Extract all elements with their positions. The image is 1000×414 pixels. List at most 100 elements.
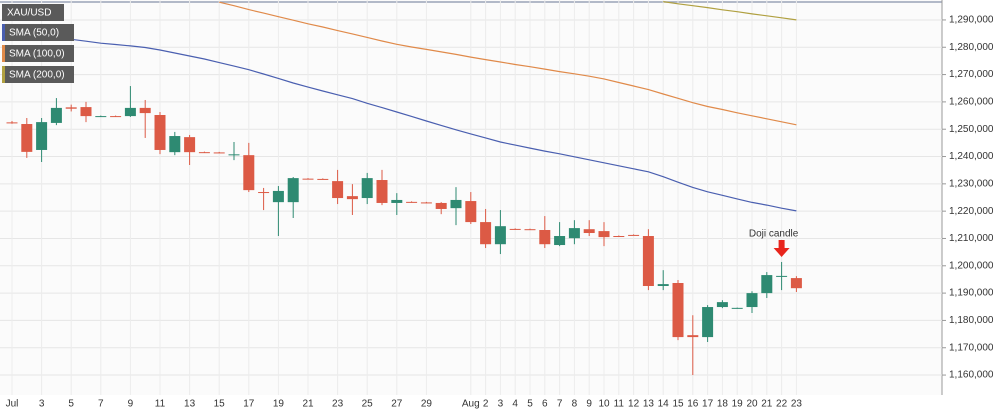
candle-body [6, 122, 18, 124]
candle-body [702, 307, 714, 338]
grid-layer [0, 0, 942, 395]
candle-body [376, 180, 388, 203]
candle-body [583, 229, 595, 234]
candle-body [36, 122, 48, 150]
candle-body [95, 116, 107, 118]
x-tick-label: 6 [542, 399, 548, 410]
x-tick-label: 22 [776, 399, 788, 410]
y-tick-label: 1,210,000 [949, 233, 994, 244]
candle-body [272, 190, 284, 203]
legend-box [2, 45, 74, 62]
candle-body [554, 236, 566, 246]
candle-body [524, 229, 536, 231]
legend-swatch [2, 66, 5, 83]
y-tick-label: 1,160,000 [949, 370, 994, 381]
x-tick-label: Jul [6, 399, 19, 410]
candle-body [465, 201, 477, 223]
candle-body [332, 181, 344, 199]
x-tick-label: 19 [273, 399, 285, 410]
candle-body [657, 284, 669, 287]
x-tick-label: 11 [155, 399, 166, 410]
candle-body [509, 228, 521, 230]
candle-body [761, 275, 773, 294]
x-tick-label: 19 [732, 399, 744, 410]
x-tick-label: 5 [68, 399, 74, 410]
candle-body [406, 201, 418, 203]
x-tick-label: 3 [498, 399, 504, 410]
candle-body [110, 116, 122, 118]
candle-body [50, 107, 62, 123]
legend-label: SMA (50,0) [9, 28, 59, 39]
x-tick-label: 8 [572, 399, 578, 410]
legend-swatch [2, 45, 5, 62]
x-tick-label: 9 [586, 399, 592, 410]
y-tick-label: 1,260,000 [949, 97, 994, 108]
x-tick-label: 23 [332, 399, 344, 410]
candle-body [213, 152, 225, 154]
candle-body [435, 202, 447, 209]
candle-body [731, 307, 743, 309]
candle-body [361, 178, 373, 199]
y-tick-label: 1,200,000 [949, 260, 994, 271]
y-tick-label: 1,270,000 [949, 69, 994, 80]
x-tick-label: 5 [527, 399, 533, 410]
candle-body [628, 234, 640, 236]
y-tick-label: 1,240,000 [949, 151, 994, 162]
legend-label: SMA (200,0) [9, 70, 65, 81]
legend: XAU/USD SMA (50,0) SMA (100,0) SMA (200,0) [2, 4, 74, 83]
candle-body [776, 275, 788, 277]
candle-body [480, 222, 492, 245]
x-tick-label: 14 [658, 399, 670, 410]
legend-label: SMA (100,0) [9, 49, 65, 60]
x-tick-label: 12 [628, 399, 640, 410]
candle-body [568, 228, 580, 239]
candle-body [21, 124, 33, 152]
x-tick-label: 11 [614, 399, 625, 410]
candle-layer [6, 86, 802, 376]
candle-body [420, 202, 432, 204]
x-tick-label: 17 [243, 399, 255, 410]
x-tick-label: 17 [702, 399, 714, 410]
x-tick-label: 21 [761, 399, 773, 410]
candle-body [687, 335, 699, 338]
y-tick-label: 1,190,000 [949, 288, 994, 299]
candle-body [539, 230, 551, 245]
x-tick-label: 4 [512, 399, 518, 410]
y-tick-label: 1,250,000 [949, 124, 994, 135]
candle-body [746, 293, 758, 308]
candle-body [124, 107, 136, 117]
x-tick-label: 13 [643, 399, 655, 410]
sma-line [663, 1, 797, 21]
sma-line [11, 30, 797, 212]
candle-body [302, 178, 314, 180]
candle-body [790, 278, 802, 289]
y-tick-label: 1,290,000 [949, 15, 994, 26]
x-tick-label: 18 [717, 399, 729, 410]
annotation-arrow [773, 239, 790, 257]
candle-body [169, 136, 181, 153]
candle-body [184, 137, 196, 153]
candle-body [598, 231, 610, 238]
x-tick-label: 7 [98, 399, 104, 410]
legend-swatch [2, 24, 5, 41]
y-tick-label: 1,280,000 [949, 42, 994, 53]
x-tick-label: Aug [462, 399, 480, 410]
y-tick-label: 1,180,000 [949, 315, 994, 326]
x-tick-label: 13 [184, 399, 196, 410]
sma-line [219, 1, 797, 126]
x-tick-label: 25 [362, 399, 374, 410]
candle-body [154, 115, 166, 150]
candle-body [198, 152, 210, 154]
x-tick-label: 10 [598, 399, 610, 410]
x-tick-label: 2 [483, 399, 489, 410]
legend-box [2, 24, 74, 41]
y-tick-label: 1,220,000 [949, 206, 994, 217]
x-tick-label: 7 [557, 399, 563, 410]
candle-body [228, 154, 240, 156]
candle-body [258, 192, 270, 194]
x-tick-label: 23 [791, 399, 803, 410]
candle-body [243, 155, 255, 191]
